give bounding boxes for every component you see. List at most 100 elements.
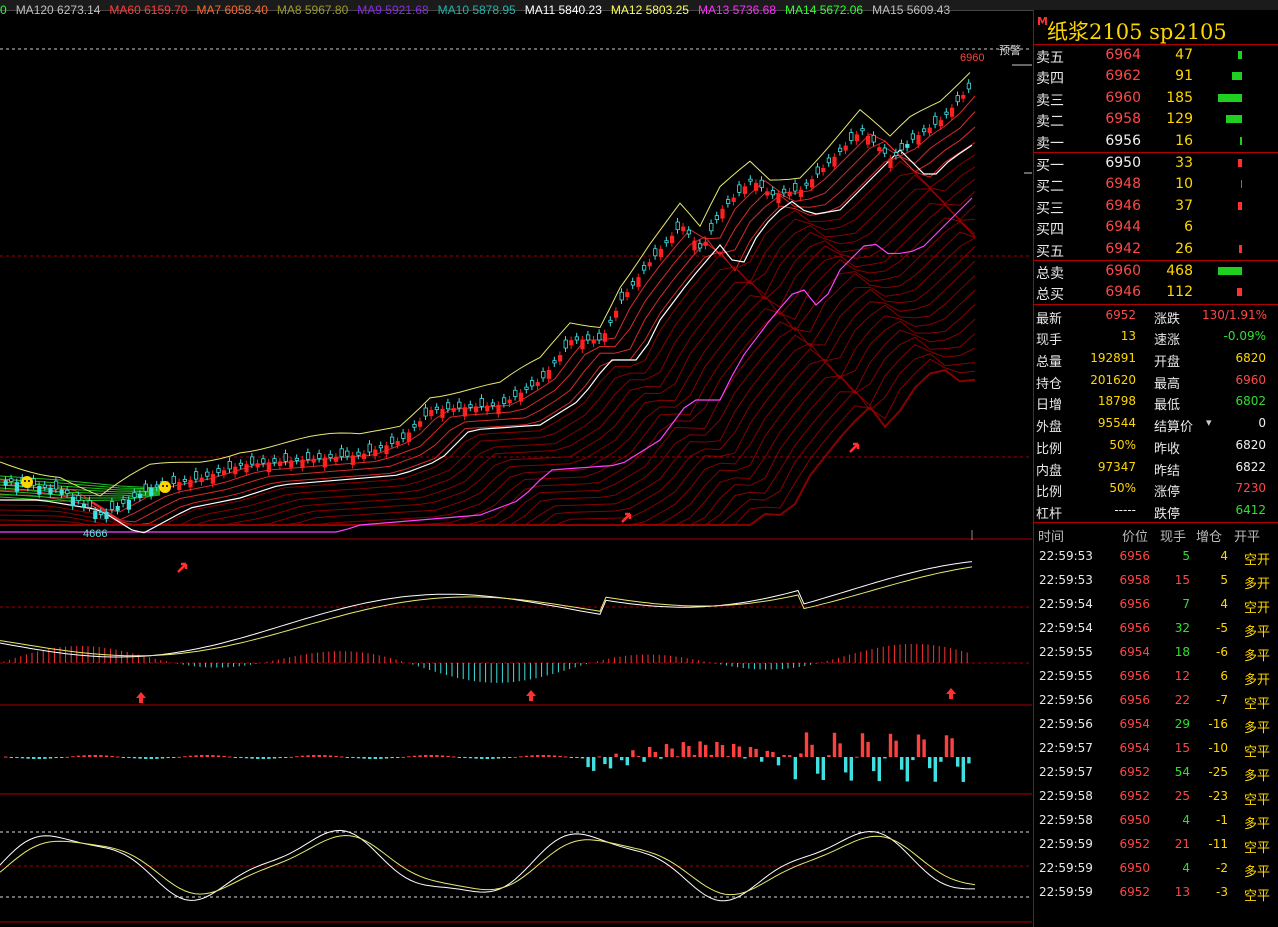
volume-bar: [771, 751, 775, 757]
order-book-row[interactable]: 总买 6946 112: [1034, 282, 1278, 303]
ma-line: [0, 358, 976, 526]
volume-bar: [93, 755, 97, 757]
tick-list[interactable]: 22:59:53 6956 5 4 空开 22:59:53 6958 15 5 多开 22:59:5…: [1034, 544, 1278, 904]
candle-body: [462, 407, 468, 417]
volume-bar: [715, 741, 719, 757]
tick-type: 空平: [1244, 744, 1271, 760]
volume-bar: [43, 757, 47, 759]
order-book-row[interactable]: 买二 6948 10: [1034, 174, 1278, 195]
volume-bar: [15, 757, 19, 758]
kline-chart[interactable]: 6960 4666 预警: [0, 10, 1032, 927]
stat-label: 比例: [1036, 485, 1063, 501]
book-volume: 37: [1175, 197, 1193, 214]
volume-bar: [1226, 115, 1242, 124]
tick-row[interactable]: 22:59:57 6954 15 -10 空平: [1034, 736, 1278, 760]
tick-row[interactable]: 22:59:58 6950 4 -1 多平: [1034, 808, 1278, 832]
candle-body: [922, 128, 927, 133]
volume-bar: [748, 747, 753, 757]
chart-area[interactable]: 6960 4666 预警 0 MA120 6273.14 MA60 6159.70 MA7…: [0, 3, 1032, 927]
book-label: 买二: [1036, 179, 1064, 196]
order-book-row[interactable]: 买四 6944 6: [1034, 217, 1278, 238]
volume-bar: [233, 757, 237, 758]
ma-line: [0, 237, 976, 526]
candle-body: [619, 291, 624, 301]
volume-bar: [127, 757, 131, 758]
candle-body: [709, 223, 714, 232]
book-price: 6958: [1105, 111, 1141, 128]
volume-bar: [306, 755, 310, 757]
ma-line: [0, 142, 976, 526]
candle-body: [406, 432, 412, 442]
candle-body: [776, 193, 781, 204]
candle-body: [518, 392, 524, 402]
order-book-row[interactable]: 卖一 6956 16: [1034, 131, 1278, 152]
candle-body: [714, 215, 720, 220]
smiley-icon: [28, 480, 30, 482]
arrow-up-right-icon: [177, 562, 188, 573]
tick-volume: 4: [1182, 860, 1190, 875]
tick-row[interactable]: 22:59:59 6950 4 -2 多平: [1034, 856, 1278, 880]
order-book-row[interactable]: 卖三 6960 185: [1034, 88, 1278, 109]
order-book-row[interactable]: 卖二 6958 129: [1034, 109, 1278, 130]
candle-body: [9, 478, 14, 482]
order-book-row[interactable]: 卖四 6962 91: [1034, 66, 1278, 87]
volume-bar: [564, 756, 568, 758]
order-book-row[interactable]: 总卖 6960 468: [1034, 261, 1278, 282]
volume-bar: [961, 757, 965, 782]
order-book-row[interactable]: 卖五 6964 47: [1034, 45, 1278, 66]
candle-body: [182, 478, 187, 482]
volume-bar: [513, 756, 517, 758]
volume-bar: [284, 757, 288, 758]
tick-price: 6950: [1119, 812, 1150, 827]
ma-line: [0, 231, 976, 526]
ma-legend-item: MA8 5967.80: [276, 3, 349, 17]
ma-line: [0, 154, 976, 526]
candle-body: [210, 473, 215, 484]
tick-time: 22:59:58: [1039, 812, 1093, 827]
stat-label: 日增: [1036, 398, 1063, 414]
tick-time: 22:59:53: [1039, 548, 1093, 563]
chevron-down-icon[interactable]: ▾: [1206, 416, 1212, 430]
candle-body: [300, 459, 305, 468]
book-label: 卖一: [1036, 135, 1064, 152]
tick-volume: 32: [1174, 620, 1190, 635]
ma-legend-item: MA12 5803.25: [610, 3, 689, 17]
tick-row[interactable]: 22:59:57 6952 54 -25 多平: [1034, 760, 1278, 784]
volume-bar: [883, 757, 887, 759]
boll-upper: [0, 72, 971, 497]
tick-type: 多平: [1244, 720, 1271, 736]
volume-bar: [956, 757, 960, 767]
candle-body: [804, 182, 809, 186]
tick-row[interactable]: 22:59:58 6952 25 -23 空平: [1034, 784, 1278, 808]
tick-row[interactable]: 22:59:55 6956 12 6 多开: [1034, 664, 1278, 688]
tick-oi-change: 4: [1220, 596, 1228, 611]
order-totals: 总卖 6960 468 总买 6946 112: [1034, 261, 1278, 305]
candle-body: [98, 512, 103, 515]
order-book-row[interactable]: 买五 6942 26: [1034, 239, 1278, 260]
candle-body: [770, 190, 776, 196]
tick-row[interactable]: 22:59:54 6956 32 -5 多平: [1034, 616, 1278, 640]
volume-bar: [737, 746, 741, 757]
tick-time: 22:59:59: [1039, 860, 1093, 875]
volume-bar: [211, 755, 215, 757]
tick-row[interactable]: 22:59:56 6954 29 -16 多平: [1034, 712, 1278, 736]
tick-row[interactable]: 22:59:54 6956 7 4 空开: [1034, 592, 1278, 616]
candle-body: [737, 184, 742, 193]
tick-row[interactable]: 22:59:55 6954 18 -6 多平: [1034, 640, 1278, 664]
order-book-row[interactable]: 买三 6946 37: [1034, 196, 1278, 217]
tick-row[interactable]: 22:59:53 6958 15 5 多开: [1034, 568, 1278, 592]
volume-bar: [541, 755, 545, 757]
tick-row[interactable]: 22:59:59 6952 21 -11 空平: [1034, 832, 1278, 856]
tick-row[interactable]: 22:59:56 6956 22 -7 空平: [1034, 688, 1278, 712]
candle-body: [110, 501, 115, 510]
tick-row[interactable]: 22:59:59 6952 13 -3 空平: [1034, 880, 1278, 904]
candle-body: [574, 336, 580, 341]
candle-body: [670, 235, 675, 244]
tick-row[interactable]: 22:59:53 6956 5 4 空开: [1034, 544, 1278, 568]
tick-time: 22:59:58: [1039, 788, 1093, 803]
order-book-row[interactable]: 买一 6950 33: [1034, 153, 1278, 174]
stat-value: 6960: [1235, 372, 1266, 387]
candle-body: [759, 179, 764, 188]
volume-bar: [782, 754, 786, 757]
candle-body: [221, 470, 227, 475]
